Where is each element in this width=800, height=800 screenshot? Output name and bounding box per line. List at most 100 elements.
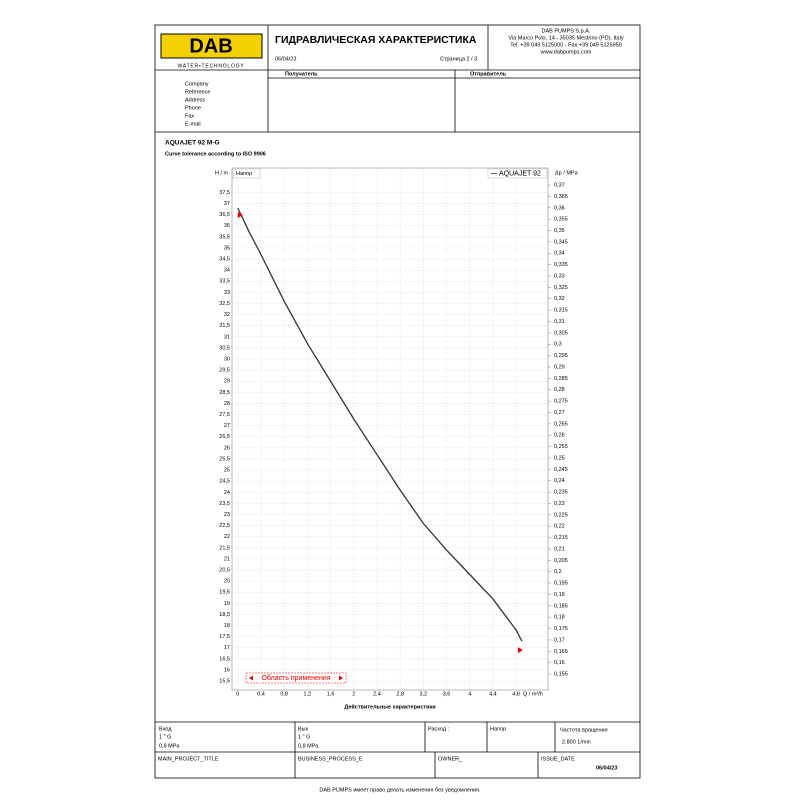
y2-tick-label: 0,3 xyxy=(554,342,562,348)
y2-tick-label: 0,33 xyxy=(554,273,565,279)
x-tick-label: 0 xyxy=(236,691,239,697)
y2-tick-label: 0,175 xyxy=(554,626,568,632)
range-arrow xyxy=(339,675,343,681)
y-tick-label: 19 xyxy=(224,601,230,607)
x-tick-label: 1,2 xyxy=(304,691,312,697)
field-label: Address xyxy=(185,97,205,103)
curve-label-box xyxy=(232,168,261,179)
range-box xyxy=(245,672,347,684)
field-label: Reference xyxy=(185,89,210,95)
y-tick-label: 35 xyxy=(224,245,230,251)
plot-area xyxy=(231,167,549,691)
curve-label: Напор xyxy=(236,171,252,177)
y-tick-label: 26 xyxy=(224,445,230,451)
y-tick-label: 15,5 xyxy=(219,679,230,685)
tagline: WATER•TECHNOLOGY xyxy=(177,63,244,69)
y-tick-label: 18,5 xyxy=(219,612,230,618)
x-tick-label: 2,4 xyxy=(373,691,381,697)
y2-tick-label: 0,23 xyxy=(554,501,565,507)
cell: Частота вращения xyxy=(560,727,608,733)
disclaimer: DAB PUMPS имеет право делать изменения б… xyxy=(319,787,481,793)
y2-tick-label: 0,225 xyxy=(554,512,568,518)
y-tick-label: 24 xyxy=(224,490,230,496)
y-tick-label: 27,5 xyxy=(219,412,230,418)
y2-tick-label: 0,295 xyxy=(554,353,568,359)
y2-tick-label: 0,22 xyxy=(554,524,565,530)
y-tick-label: 32,5 xyxy=(219,301,230,307)
y-tick-label: 29 xyxy=(224,379,230,385)
y-tick-label: 23 xyxy=(224,512,230,518)
range-arrow xyxy=(249,675,253,681)
company-line: www.dabpumps.com xyxy=(540,49,592,55)
tolerance-marker xyxy=(237,211,243,218)
y-tick-label: 30 xyxy=(224,356,230,362)
sender: Отправитель xyxy=(470,71,507,77)
y2-tick-label: 0,345 xyxy=(554,239,568,245)
y2-tick-label: 0,325 xyxy=(554,285,568,291)
y2-tick-label: 0,2 xyxy=(554,569,562,575)
y2-tick-label: 0,18 xyxy=(554,615,565,621)
y-tick-label: 23,5 xyxy=(219,501,230,507)
y-tick-label: 16 xyxy=(224,667,230,673)
y-tick-label: 21 xyxy=(224,556,230,562)
y-tick-label: 22 xyxy=(224,534,230,540)
y-tick-label: 17,5 xyxy=(219,634,230,640)
y2-tick-label: 0,19 xyxy=(554,592,565,598)
cell: 0,8 MPa xyxy=(298,743,319,749)
company-line: DAB PUMPS S.p.A. xyxy=(542,28,591,34)
y2-tick-label: 0,235 xyxy=(554,490,568,496)
cell: 06/04/23 xyxy=(596,765,617,771)
logo-box xyxy=(160,33,263,59)
field-label: Company xyxy=(185,81,209,87)
y2-tick-label: 0,165 xyxy=(554,649,568,655)
x-tick-label: 2,8 xyxy=(396,691,404,697)
x-tick-label: 4 xyxy=(468,691,471,697)
x-tick-label: 3,6 xyxy=(443,691,451,697)
y-tick-label: 29,5 xyxy=(219,368,230,374)
x-axis-title: Q / m³/h xyxy=(523,691,543,697)
y2-tick-label: 0,21 xyxy=(554,546,565,552)
y-tick-label: 33 xyxy=(224,290,230,296)
field-label: Phone xyxy=(185,105,201,111)
y-tick-label: 34,5 xyxy=(219,257,230,263)
tolerance-marker xyxy=(517,647,523,654)
y-tick-label: 18 xyxy=(224,623,230,629)
y2-tick-label: 0,34 xyxy=(554,251,565,257)
y2-tick-label: 0,31 xyxy=(554,319,565,325)
y-tick-label: 34 xyxy=(224,268,230,274)
x-tick-label: 1,6 xyxy=(327,691,335,697)
y2-tick-label: 0,27 xyxy=(554,410,565,416)
y-tick-label: 28,5 xyxy=(219,390,230,396)
y-tick-label: 31,5 xyxy=(219,323,230,329)
y2-tick-label: 0,37 xyxy=(554,183,565,189)
y2-tick-label: 0,24 xyxy=(554,478,565,484)
y2-tick-label: 0,365 xyxy=(554,194,568,200)
y2-tick-label: 0,32 xyxy=(554,296,565,302)
doc-date: 06/04/23 xyxy=(275,56,296,62)
y-tick-label: 26,5 xyxy=(219,434,230,440)
product-note: Curve tolerance according to ISO 9906 xyxy=(165,151,266,157)
y-tick-label: 37,5 xyxy=(219,190,230,196)
y-tick-label: 25 xyxy=(224,468,230,474)
y-tick-label: 37 xyxy=(224,201,230,207)
field-label: Fax xyxy=(185,113,194,119)
y2-tick-label: 0,245 xyxy=(554,467,568,473)
logo: DAB xyxy=(189,35,232,57)
cell: 2.800 1/min xyxy=(562,739,591,745)
y2-tick-label: 0,315 xyxy=(554,308,568,314)
cell: 1 " G xyxy=(159,734,171,740)
y2-tick-label: 0,29 xyxy=(554,364,565,370)
x-tick-label: 4,8 xyxy=(512,691,520,697)
y-tick-label: 31 xyxy=(224,334,230,340)
y-tick-label: 32 xyxy=(224,312,230,318)
cell: OWNER_ xyxy=(438,756,463,762)
cell: MAIN_PROJECT_TITLE xyxy=(158,756,219,762)
y2-tick-label: 0,25 xyxy=(554,455,565,461)
y2-tick-label: 0,155 xyxy=(554,672,568,678)
y-tick-label: 25,5 xyxy=(219,456,230,462)
y2-tick-label: 0,205 xyxy=(554,558,568,564)
y-tick-label: 35,5 xyxy=(219,234,230,240)
y2-tick-label: 0,305 xyxy=(554,330,568,336)
page-border xyxy=(154,24,641,779)
y2-tick-label: 0,355 xyxy=(554,217,568,223)
